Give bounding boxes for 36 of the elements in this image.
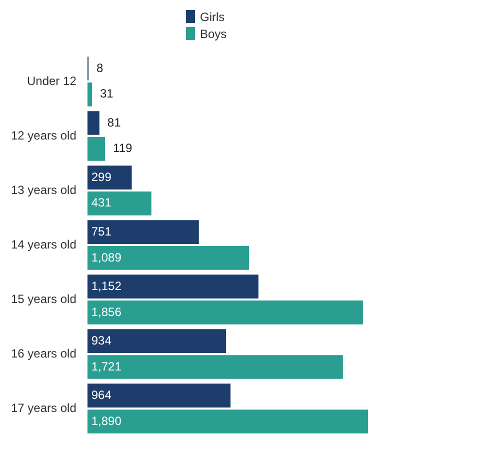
bar xyxy=(87,111,100,135)
data-label: 751 xyxy=(91,224,112,238)
legend-label: Girls xyxy=(200,10,225,24)
legend-label: Boys xyxy=(200,26,227,40)
y-tick-label: 13 years old xyxy=(11,182,76,197)
data-label: 964 xyxy=(91,388,112,402)
bar xyxy=(87,410,368,434)
bar xyxy=(87,355,343,379)
bar xyxy=(87,329,226,353)
data-label: 8 xyxy=(96,60,104,75)
bar xyxy=(87,192,152,216)
data-label: 31 xyxy=(100,86,114,101)
data-label: 431 xyxy=(91,196,112,210)
data-label: 119 xyxy=(113,141,132,156)
data-label: 934 xyxy=(91,333,112,348)
bar xyxy=(87,246,250,270)
bar xyxy=(87,384,231,408)
bar xyxy=(87,166,132,190)
data-label: 1,089 xyxy=(91,250,122,264)
y-tick-label: 12 years old xyxy=(11,128,76,142)
bar xyxy=(87,300,363,324)
bar xyxy=(87,82,92,106)
data-label: 1,856 xyxy=(91,304,122,319)
bar xyxy=(87,274,258,298)
data-label: 1,721 xyxy=(91,359,122,374)
bar xyxy=(87,220,199,244)
data-label: 81 xyxy=(107,115,122,130)
y-tick-label: 15 years old xyxy=(11,292,76,306)
data-label: 1,890 xyxy=(91,414,122,428)
y-tick-label: Under 12 xyxy=(27,74,77,88)
y-tick-label: 17 years old xyxy=(11,400,76,415)
data-label: 299 xyxy=(91,170,112,184)
data-label: 1,152 xyxy=(91,278,122,293)
y-tick-label: 16 years old xyxy=(11,346,76,360)
y-tick-label: 14 years old xyxy=(11,237,76,252)
bar xyxy=(87,137,106,161)
